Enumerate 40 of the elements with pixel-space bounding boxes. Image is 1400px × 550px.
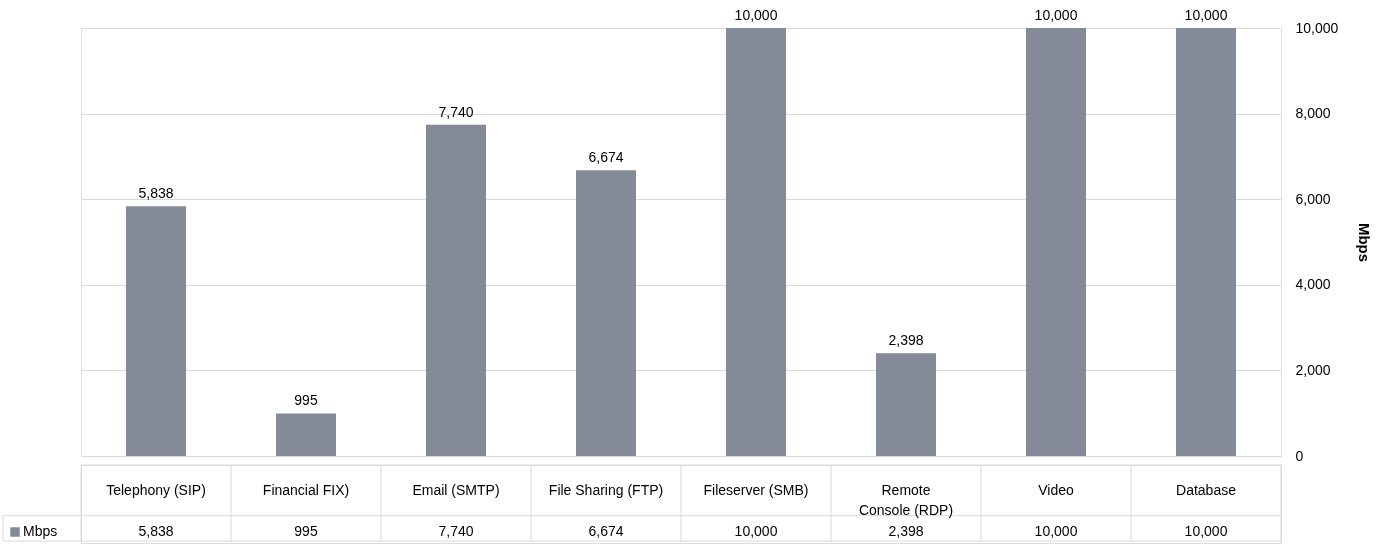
text: 2,398 — [888, 332, 924, 349]
x-tick-label: Telephony (SIP) — [106, 482, 206, 498]
text: 6,674 — [588, 523, 624, 539]
x-tick-label: File Sharing (FTP) — [548, 482, 664, 498]
text: 10,000 — [734, 7, 778, 23]
text: 6,674 — [588, 149, 624, 166]
bar — [726, 28, 786, 456]
text: 7,740 — [438, 523, 474, 539]
y-tick-label: 6,000 — [1295, 190, 1331, 207]
bar — [576, 170, 636, 456]
text: 10,000 — [1034, 7, 1078, 23]
y-tick-label: 8,000 — [1295, 105, 1331, 122]
y-tick-label: 2,000 — [1295, 361, 1331, 378]
bar — [1176, 28, 1236, 456]
y-tick-label: 0 — [1295, 447, 1304, 464]
x-tick-label: Database — [1176, 482, 1237, 498]
bar — [876, 353, 936, 456]
text: 10,000 — [734, 523, 778, 539]
bar — [1026, 28, 1086, 456]
x-tick-label: Video — [1038, 482, 1074, 498]
legend-label: Mbps — [23, 523, 58, 539]
text: 5,838 — [138, 523, 174, 539]
text: 10,000 — [1184, 523, 1228, 539]
x-tick-label: Remote Console (RDP) — [858, 482, 954, 518]
y-tick-label: 10,000 — [1295, 19, 1339, 36]
y-tick-label: 4,000 — [1295, 276, 1331, 293]
y-axis-title: Mbps — [1356, 222, 1374, 263]
bar — [276, 413, 336, 456]
text: 10,000 — [1034, 523, 1078, 539]
bar — [126, 206, 186, 456]
text: 10,000 — [1184, 7, 1228, 23]
x-tick-label: Email (SMTP) — [412, 482, 500, 498]
x-tick-label: Financial FIX) — [262, 482, 350, 498]
text: 2,398 — [888, 523, 924, 539]
x-tick-label: Fileserver (SMB) — [703, 482, 809, 498]
text: 7,740 — [438, 103, 474, 120]
text: 5,838 — [138, 185, 174, 202]
text: 995 — [294, 392, 318, 409]
text: 995 — [294, 523, 318, 539]
bar — [426, 124, 486, 456]
